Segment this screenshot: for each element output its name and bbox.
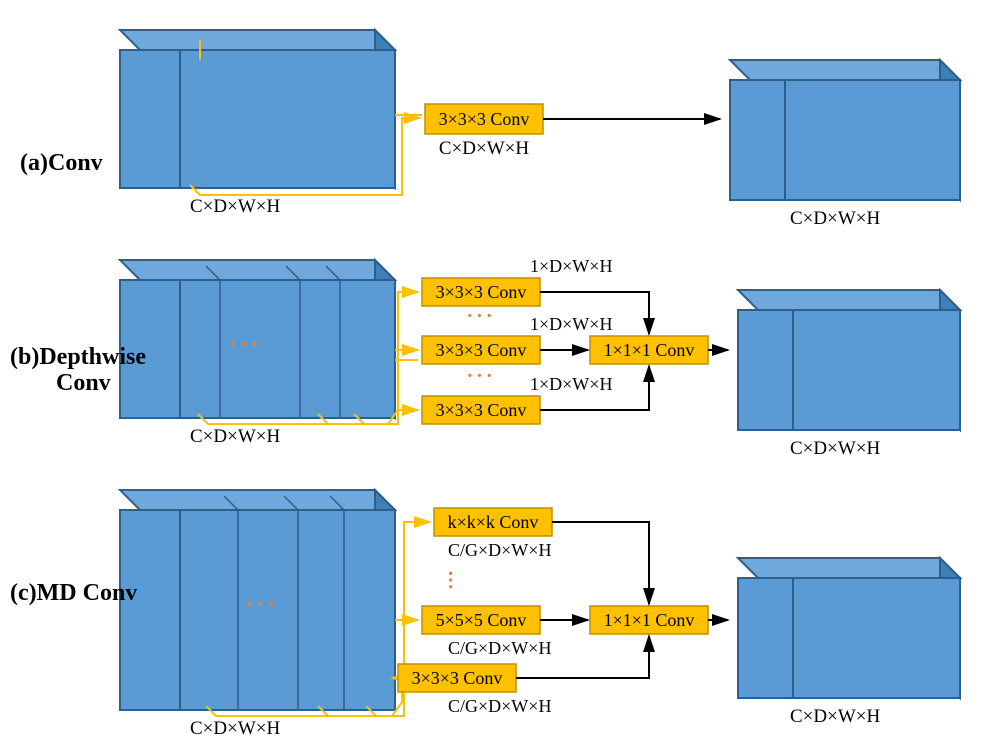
output-cuboid-c [738,558,960,698]
conv-box-c-top: k×k×k Conv C/G×D×W×H [434,508,552,560]
svg-text:C/G×D×W×H: C/G×D×W×H [448,540,551,560]
svg-text:3×3×3 Conv: 3×3×3 Conv [436,340,527,360]
conv-box-c-bot: 3×3×3 Conv C/G×D×W×H [398,664,551,716]
merge-box-b-label: 1×1×1 Conv [604,340,695,360]
conv-box-b-bot: 3×3×3 Conv 1×D×W×H [422,374,612,424]
output-caption-c: C×D×W×H [790,706,880,727]
conv-box-c-mid: 5×5×5 Conv C/G×D×W×H [422,606,551,658]
box-ellipsis-b1: ··· [466,305,495,327]
conv-box-b-top: 3×3×3 Conv 1×D×W×H [422,256,612,306]
output-cuboid-b [738,290,960,430]
merge-box-c-label: 1×1×1 Conv [604,610,695,630]
row-b-label: (b)Depthwise [10,344,146,371]
output-caption-b: C×D×W×H [790,438,880,459]
row-a: C×D×W×H 3×3×3 Conv C×D×W×H C×D×W×H [120,30,960,229]
conv-box-a-sub: C×D×W×H [439,138,529,159]
row-a-label: (a)Conv [20,150,103,177]
row-c-label: (c)MD Conv [10,580,137,607]
box-ellipsis-c: ··· [439,570,461,590]
cuboid-ellipsis-b: ··· [228,332,261,358]
svg-text:k×k×k Conv: k×k×k Conv [448,512,539,532]
svg-text:1×D×W×H: 1×D×W×H [530,256,612,276]
svg-text:3×3×3 Conv: 3×3×3 Conv [436,282,527,302]
row-b-label2: Conv [56,370,111,397]
row-c: ··· C×D×W×H k×k×k Conv C/G×D×W×H 5×5×5 C… [120,490,960,739]
cuboid-ellipsis-c: ··· [245,592,278,618]
input-cuboid-a [120,30,395,188]
input-caption-b: C×D×W×H [190,426,280,447]
conv-box-a: 3×3×3 Conv C×D×W×H [425,104,543,159]
svg-text:3×3×3 Conv: 3×3×3 Conv [412,668,503,688]
input-caption-c: C×D×W×H [190,718,280,739]
diagram-svg: C×D×W×H 3×3×3 Conv C×D×W×H C×D×W×H [0,0,993,754]
input-caption-a: C×D×W×H [190,196,280,217]
output-cuboid-a [730,60,960,200]
conv-box-b-mid: 3×3×3 Conv 1×D×W×H [422,314,612,364]
box-ellipsis-b2: ··· [466,365,495,387]
svg-text:1×D×W×H: 1×D×W×H [530,314,612,334]
svg-text:5×5×5 Conv: 5×5×5 Conv [436,610,527,630]
output-caption-a: C×D×W×H [790,208,880,229]
svg-text:1×D×W×H: 1×D×W×H [530,374,612,394]
row-b: ··· C×D×W×H 3×3×3 Conv 1×D×W×H 3×3×3 Con… [120,256,960,459]
conv-box-a-label: 3×3×3 Conv [439,109,530,129]
svg-text:C/G×D×W×H: C/G×D×W×H [448,696,551,716]
svg-text:C/G×D×W×H: C/G×D×W×H [448,638,551,658]
svg-text:3×3×3 Conv: 3×3×3 Conv [436,400,527,420]
